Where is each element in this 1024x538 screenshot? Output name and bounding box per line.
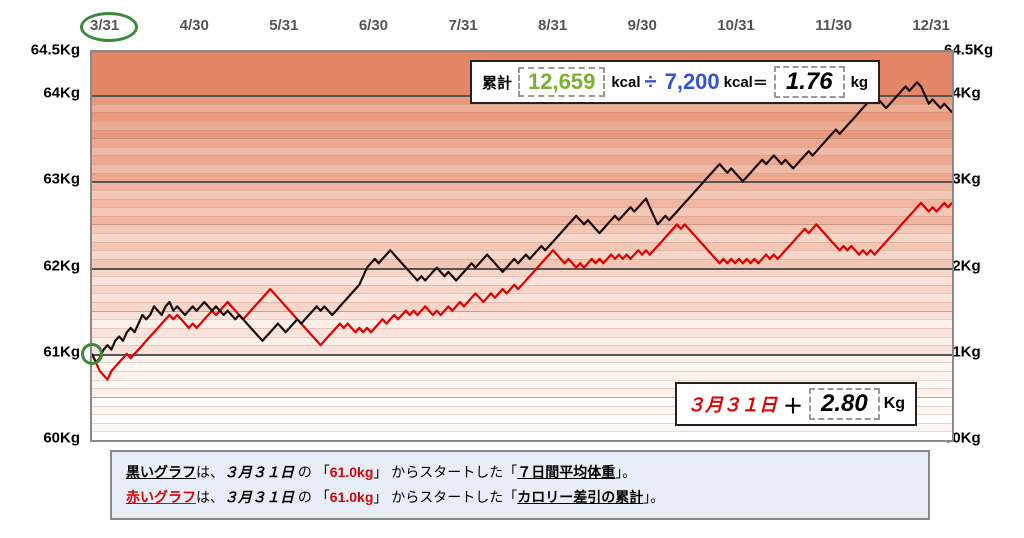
y-tick: 64.5Kg — [10, 42, 80, 59]
x-tick: 11/30 — [815, 17, 852, 34]
equals: ＝ — [753, 72, 768, 93]
y-tick: 62Kg — [10, 257, 80, 274]
x-tick: 10/31 — [717, 17, 755, 34]
y-tick: 63Kg — [10, 171, 80, 188]
x-tick: 5/31 — [269, 17, 298, 34]
divider: ÷ — [645, 69, 657, 95]
y-tick: 61Kg — [944, 343, 1014, 360]
delta-unit: Kg — [884, 395, 905, 413]
y-axis-left: 60Kg61Kg62Kg63Kg64Kg64.5Kg — [10, 50, 80, 438]
plus-sign: ＋ — [783, 390, 803, 419]
start-marker — [81, 343, 103, 365]
x-tick: 6/30 — [359, 17, 388, 34]
unit-kg: kg — [851, 74, 869, 91]
x-tick: 4/30 — [180, 17, 209, 34]
y-tick: 60Kg — [10, 430, 80, 447]
value-result: 1.76 — [774, 66, 845, 98]
x-axis: 3/31 4/30 5/31 6/30 7/31 8/31 9/30 10/31 11/30 12… — [90, 10, 950, 40]
label-total: 累計 — [482, 72, 512, 93]
value-total: 12,659 — [518, 67, 605, 97]
legend-red: 赤いグラフ — [126, 489, 196, 505]
legend-box: 黒いグラフは、３月３１日 の 「61.0kg」 からスタートした「７日間平均体重… — [110, 450, 930, 520]
x-tick: 7/31 — [448, 17, 477, 34]
y-tick: 64.5Kg — [944, 42, 1014, 59]
value-divisor: 7,200 — [665, 69, 720, 95]
y-tick: 64Kg — [10, 85, 80, 102]
info-panel-bottom: ３月３１日 ＋ 2.80 Kg — [675, 382, 917, 426]
legend-black: 黒いグラフ — [126, 464, 196, 480]
y-axis-right: 60Kg61Kg62Kg63Kg64Kg64.5Kg — [944, 50, 1014, 438]
legend-line-2: 赤いグラフは、３月３１日 の 「61.0kg」 からスタートした「カロリー差引の… — [126, 485, 914, 510]
x-tick: 9/30 — [628, 17, 657, 34]
y-tick: 60Kg — [944, 430, 1014, 447]
x-tick: 12/31 — [912, 17, 950, 34]
unit-kcal-2: kcal — [724, 74, 753, 91]
y-tick: 62Kg — [944, 257, 1014, 274]
y-tick: 61Kg — [10, 343, 80, 360]
chart-container: 3/31 4/30 5/31 6/30 7/31 8/31 9/30 10/31 11/30 12… — [10, 10, 1014, 528]
date-label: ３月３１日 — [687, 391, 777, 417]
legend-line-1: 黒いグラフは、３月３１日 の 「61.0kg」 からスタートした「７日間平均体重… — [126, 460, 914, 485]
y-tick: 64Kg — [944, 85, 1014, 102]
x-tick: 8/31 — [538, 17, 567, 34]
delta-value: 2.80 — [809, 388, 880, 420]
x-tick: 3/31 — [90, 17, 119, 34]
unit-kcal-1: kcal — [611, 74, 640, 91]
info-panel-top: 累計 12,659 kcal ÷ 7,200 kcal ＝ 1.76 kg — [470, 60, 880, 104]
y-tick: 63Kg — [944, 171, 1014, 188]
